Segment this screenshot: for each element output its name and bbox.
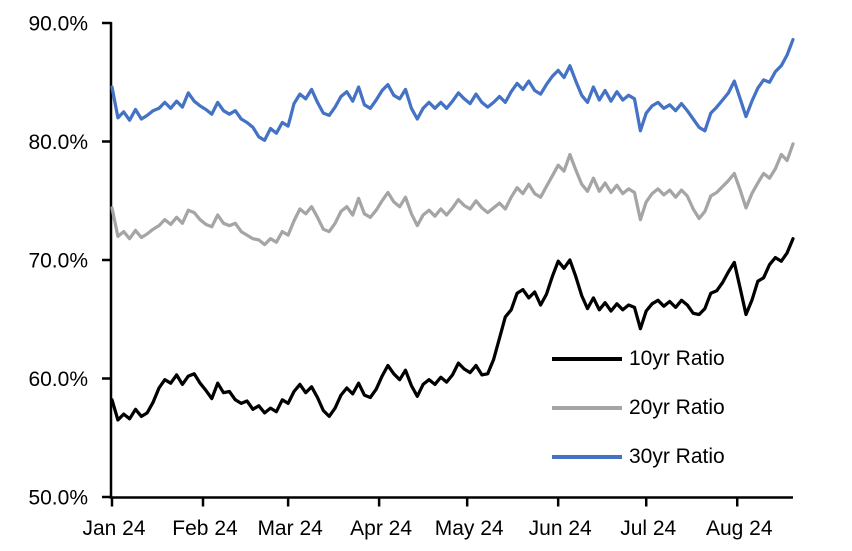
series-line-10yr-ratio bbox=[110, 237, 795, 422]
x-tick-label: Apr 24 bbox=[350, 517, 412, 540]
series-line-20yr-ratio bbox=[110, 142, 795, 247]
legend: 10yr Ratio 20yr Ratio 30yr Ratio bbox=[552, 345, 725, 471]
legend-item-30yr-ratio: 30yr Ratio bbox=[552, 443, 725, 471]
x-tick-label: Mar 24 bbox=[257, 517, 323, 540]
y-tick-label: 50.0% bbox=[28, 487, 88, 510]
y-tick-label: 80.0% bbox=[28, 131, 88, 154]
x-tick-label: Feb 24 bbox=[172, 517, 238, 540]
legend-swatch-30yr-ratio bbox=[552, 455, 622, 459]
legend-item-10yr-ratio: 10yr Ratio bbox=[552, 345, 725, 373]
legend-swatch-20yr-ratio bbox=[552, 406, 622, 410]
legend-item-20yr-ratio: 20yr Ratio bbox=[552, 394, 725, 422]
y-tick-label: 70.0% bbox=[28, 250, 88, 273]
legend-label-20yr-ratio: 20yr Ratio bbox=[629, 396, 725, 419]
y-tick-label: 60.0% bbox=[28, 368, 88, 391]
x-tick-label: Aug 24 bbox=[706, 517, 773, 540]
legend-swatch-10yr-ratio bbox=[552, 357, 622, 361]
series-line-30yr-ratio bbox=[110, 37, 795, 142]
legend-label-30yr-ratio: 30yr Ratio bbox=[629, 445, 725, 468]
x-tick-label: Jan 24 bbox=[82, 517, 145, 540]
legend-label-10yr-ratio: 10yr Ratio bbox=[629, 347, 725, 370]
x-tick-label: Jul 24 bbox=[620, 517, 676, 540]
x-tick-label: May 24 bbox=[435, 517, 504, 540]
x-tick-label: Jun 24 bbox=[529, 517, 592, 540]
y-tick-label: 90.0% bbox=[28, 13, 88, 36]
